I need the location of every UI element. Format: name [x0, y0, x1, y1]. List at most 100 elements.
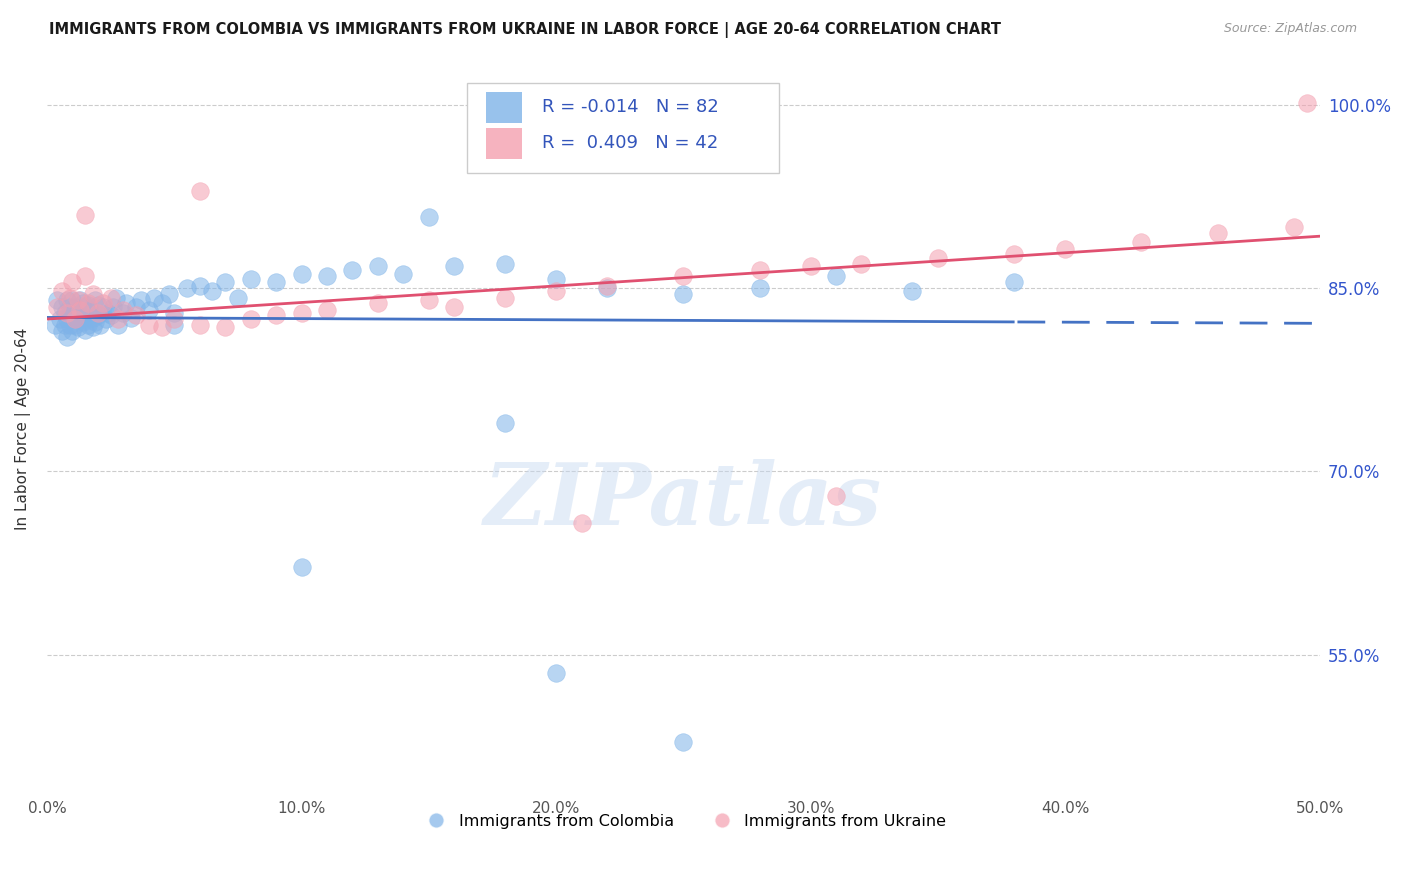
Point: [138, 303, 160, 318]
Point: [59, 291, 82, 305]
Point: [120, 310, 142, 325]
Point: [69, 293, 91, 308]
Text: Source: ZipAtlas.com: Source: ZipAtlas.com: [1223, 22, 1357, 36]
Point: [82, 310, 104, 325]
Point: [63, 300, 86, 314]
Point: [927, 251, 949, 265]
Point: [290, 559, 312, 574]
Point: [75, 269, 97, 284]
Point: [150, 296, 173, 310]
Point: [901, 284, 924, 298]
Point: [87, 306, 110, 320]
Point: [100, 308, 122, 322]
Point: [46, 300, 69, 314]
Point: [571, 516, 593, 530]
Point: [316, 269, 339, 284]
Point: [63, 311, 86, 326]
Point: [157, 287, 180, 301]
Point: [825, 269, 848, 284]
Point: [62, 293, 84, 308]
Point: [596, 278, 619, 293]
Point: [214, 275, 236, 289]
Point: [89, 318, 111, 332]
Point: [72, 296, 94, 310]
Point: [188, 184, 211, 198]
Point: [443, 260, 465, 274]
Point: [62, 324, 84, 338]
Point: [239, 271, 262, 285]
Point: [84, 316, 107, 330]
Point: [672, 287, 695, 301]
Point: [59, 300, 82, 314]
Point: [176, 281, 198, 295]
Point: [672, 269, 695, 284]
Point: [1054, 242, 1077, 256]
Bar: [486, 128, 522, 159]
Point: [201, 284, 224, 298]
Point: [1206, 227, 1229, 241]
Point: [75, 308, 97, 322]
Point: [367, 296, 389, 310]
Point: [46, 293, 69, 308]
Bar: [486, 92, 522, 122]
Point: [544, 284, 567, 298]
Point: [76, 296, 98, 310]
Point: [290, 267, 312, 281]
Point: [418, 211, 440, 225]
Point: [125, 308, 148, 322]
Point: [544, 665, 567, 680]
Point: [112, 303, 135, 318]
Point: [418, 293, 440, 308]
Point: [75, 208, 97, 222]
Point: [107, 311, 129, 326]
Point: [142, 291, 165, 305]
Point: [188, 278, 211, 293]
Point: [59, 306, 82, 320]
Point: [672, 735, 695, 749]
Text: ZIPatlas: ZIPatlas: [484, 459, 883, 542]
Point: [1002, 247, 1025, 261]
Point: [51, 284, 73, 298]
Point: [53, 306, 76, 320]
Point: [62, 311, 84, 326]
Point: [97, 306, 120, 320]
Point: [316, 303, 339, 318]
Point: [264, 275, 287, 289]
Point: [91, 300, 114, 314]
Point: [51, 300, 73, 314]
Point: [82, 320, 104, 334]
Point: [101, 300, 124, 314]
Point: [188, 318, 211, 332]
Point: [125, 300, 148, 314]
Point: [214, 320, 236, 334]
Point: [1296, 95, 1319, 110]
Y-axis label: In Labor Force | Age 20-64: In Labor Force | Age 20-64: [15, 327, 31, 530]
Point: [66, 320, 89, 334]
Point: [150, 320, 173, 334]
Point: [163, 306, 186, 320]
Point: [115, 296, 138, 310]
Point: [44, 318, 66, 332]
Text: IMMIGRANTS FROM COLOMBIA VS IMMIGRANTS FROM UKRAINE IN LABOR FORCE | AGE 20-64 C: IMMIGRANTS FROM COLOMBIA VS IMMIGRANTS F…: [49, 22, 1001, 38]
Point: [226, 291, 249, 305]
Point: [544, 271, 567, 285]
Point: [72, 316, 94, 330]
Point: [69, 310, 91, 325]
Point: [264, 308, 287, 322]
Point: [84, 293, 107, 308]
Point: [62, 275, 84, 289]
Point: [129, 293, 152, 308]
Point: [79, 303, 101, 318]
Point: [69, 303, 91, 318]
Point: [367, 260, 389, 274]
Point: [596, 281, 619, 295]
Point: [91, 296, 114, 310]
Point: [75, 323, 97, 337]
Point: [62, 306, 84, 320]
Point: [800, 260, 823, 274]
Point: [392, 267, 415, 281]
Point: [87, 308, 110, 322]
Legend: Immigrants from Colombia, Immigrants from Ukraine: Immigrants from Colombia, Immigrants fro…: [413, 807, 953, 835]
Point: [443, 300, 465, 314]
Point: [112, 306, 135, 320]
